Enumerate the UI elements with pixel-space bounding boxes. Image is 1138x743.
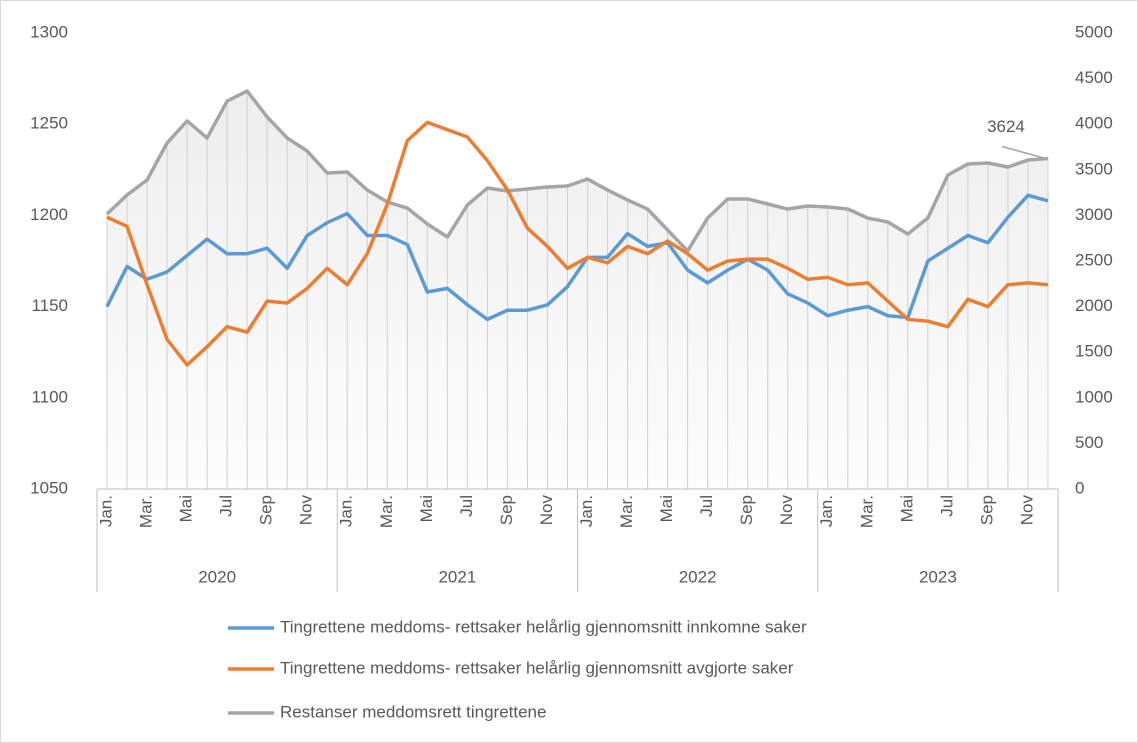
series-line <box>105 89 1049 253</box>
x-tick-label: Nov <box>297 495 316 526</box>
y2-tick-label: 3500 <box>1075 159 1113 178</box>
x-tick-label: Jul <box>697 495 716 517</box>
group-label: 2023 <box>919 567 957 586</box>
x-tick-label: Mai <box>417 495 436 522</box>
x-tick-label: Mai <box>657 495 676 522</box>
x-tick-label: Jan. <box>337 495 356 527</box>
series-line <box>106 120 1049 367</box>
y2-tick-label: 4000 <box>1075 114 1113 133</box>
group-label: 2022 <box>679 567 717 586</box>
x-tick-label: Sep <box>497 495 516 525</box>
legend-label: Restanser meddomsrett tingrettene <box>280 702 546 721</box>
x-tick-label: Mar. <box>377 495 396 528</box>
x-tick-label: Jul <box>217 495 236 517</box>
legend-label: Tingrettene meddoms- rettsaker helårlig … <box>280 658 794 677</box>
y-tick-label: 1050 <box>30 478 68 497</box>
x-tick-label: Jan. <box>577 495 596 527</box>
y-tick-label: 1250 <box>30 114 68 133</box>
y2-tick-label: 5000 <box>1075 22 1113 41</box>
x-tick-label: Sep <box>977 495 996 525</box>
label-leader <box>1001 145 1047 160</box>
x-tick-label: Mar. <box>137 495 156 528</box>
series-line <box>105 193 1049 322</box>
data-label: 3624 <box>987 117 1025 136</box>
y-tick-label: 1300 <box>30 22 68 41</box>
x-tick-label: Sep <box>257 495 276 525</box>
y2-tick-label: 2500 <box>1075 250 1113 269</box>
x-tick-label: Nov <box>537 495 556 526</box>
legend-label: Tingrettene meddoms- rettsaker helårlig … <box>280 617 807 636</box>
y2-tick-label: 3000 <box>1075 205 1113 224</box>
x-tick-label: Jan. <box>817 495 836 527</box>
x-tick-label: Mar. <box>857 495 876 528</box>
group-label: 2020 <box>198 567 236 586</box>
x-tick-label: Jan. <box>96 495 115 527</box>
y-tick-label: 1200 <box>30 205 68 224</box>
y2-tick-label: 2000 <box>1075 296 1113 315</box>
y2-tick-label: 4500 <box>1075 68 1113 87</box>
x-tick-label: Jul <box>457 495 476 517</box>
y2-tick-label: 0 <box>1075 478 1084 497</box>
x-tick-label: Jul <box>937 495 956 517</box>
group-label: 2021 <box>438 567 476 586</box>
x-tick-label: Mai <box>897 495 916 522</box>
y2-tick-label: 1500 <box>1075 342 1113 361</box>
x-tick-label: Sep <box>737 495 756 525</box>
y-tick-label: 1100 <box>31 387 68 406</box>
x-tick-label: Nov <box>777 495 796 526</box>
y2-tick-label: 500 <box>1075 433 1103 452</box>
y-tick-label: 1150 <box>31 296 68 315</box>
x-tick-label: Nov <box>1017 495 1036 526</box>
area-shade <box>107 91 1048 489</box>
x-tick-label: Mai <box>177 495 196 522</box>
y2-tick-label: 1000 <box>1075 387 1113 406</box>
x-tick-label: Mar. <box>617 495 636 528</box>
